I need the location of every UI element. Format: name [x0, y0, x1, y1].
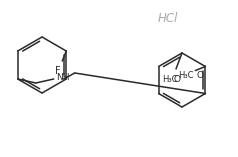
Text: O: O — [196, 71, 203, 81]
Text: F: F — [55, 66, 61, 76]
Text: NH: NH — [56, 73, 69, 82]
Text: HCl: HCl — [158, 12, 178, 25]
Text: H₃C: H₃C — [178, 71, 193, 81]
Text: O: O — [174, 75, 181, 84]
Text: H₃C: H₃C — [162, 75, 178, 84]
